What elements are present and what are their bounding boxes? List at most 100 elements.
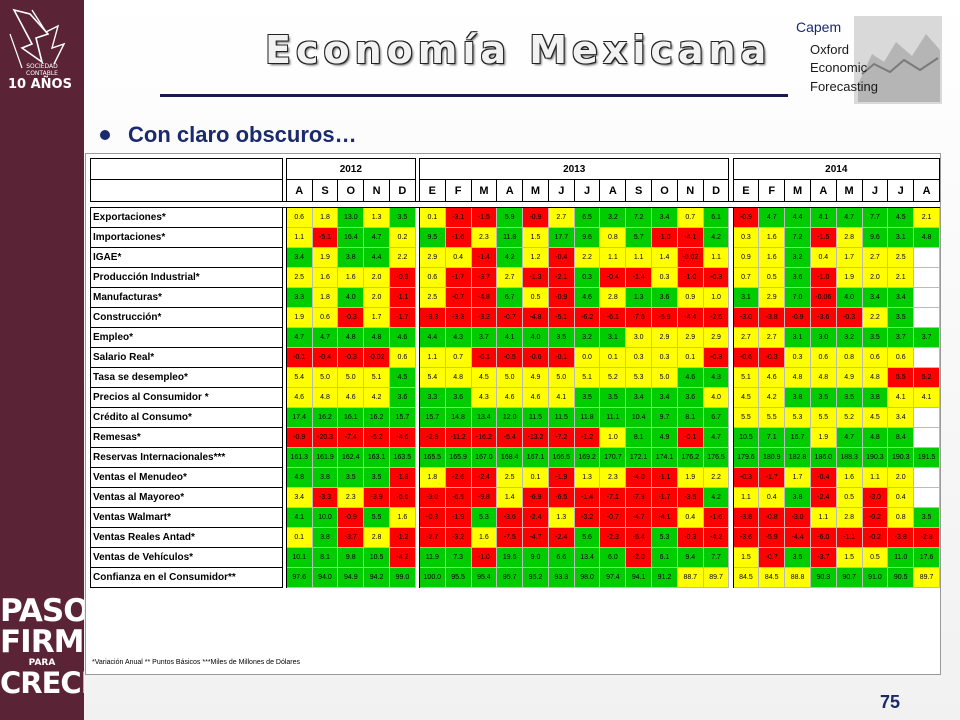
value-cell: 4.6 [573, 287, 601, 308]
value-cell: 5.5 [887, 367, 915, 388]
value-cell: 3.8 [311, 467, 339, 488]
value-cell: 4.5 [388, 367, 416, 388]
value-cell: -4.0 [625, 467, 653, 488]
month-header: A [599, 179, 627, 202]
row-label: Ventas Reales Antad* [90, 527, 283, 548]
value-cell: 15.7 [418, 407, 446, 428]
row-label: Salario Real* [90, 347, 283, 368]
value-cell: 5.3 [625, 367, 653, 388]
value-cell: -1.5 [809, 227, 837, 248]
value-cell: -0.1 [470, 347, 498, 368]
value-cell [913, 487, 940, 508]
logo-line-2: CONTABLE [26, 70, 58, 77]
value-cell: -3.2 [573, 507, 601, 528]
value-cell: 3.8 [337, 247, 365, 268]
column-gap [728, 507, 734, 528]
value-cell: -1.1 [835, 527, 863, 548]
column-gap [728, 179, 734, 202]
value-cell: 4.5 [861, 407, 889, 428]
value-cell: 3.8 [784, 487, 811, 508]
year-header: 2013 [418, 158, 730, 180]
value-cell: 2.0 [861, 267, 889, 288]
value-cell: 6.5 [573, 207, 601, 228]
value-cell: 4.5 [470, 367, 498, 388]
month-header: S [625, 179, 653, 202]
value-cell: -7.1 [599, 487, 627, 508]
value-cell: 172.1 [625, 447, 653, 468]
value-cell: 4.2 [496, 247, 524, 268]
value-cell: 0.5 [522, 287, 549, 308]
value-cell: 95.4 [470, 567, 498, 588]
value-cell: 190.3 [887, 447, 915, 468]
value-cell: 1.9 [676, 467, 704, 488]
value-cell: -0.6 [732, 347, 760, 368]
value-cell: 3.6 [784, 267, 811, 288]
value-cell: -0.4 [599, 267, 627, 288]
column-gap [281, 387, 287, 408]
value-cell: -5.9 [758, 527, 786, 548]
value-cell: -2.4 [809, 487, 837, 508]
value-cell: 16.7 [784, 427, 811, 448]
value-cell: -20.3 [311, 427, 339, 448]
value-cell: -0.02 [676, 247, 704, 268]
value-cell: 0.3 [625, 347, 653, 368]
value-cell: 4.6 [676, 367, 704, 388]
value-cell: -1.7 [758, 467, 786, 488]
column-gap [414, 487, 420, 508]
value-cell: 4.3 [444, 327, 472, 348]
column-gap [728, 387, 734, 408]
value-cell: 188.3 [835, 447, 863, 468]
value-cell: 95.5 [444, 567, 472, 588]
value-cell: 3.3 [418, 387, 446, 408]
row-label: Reservas Internacionales*** [90, 447, 283, 468]
table-row: Salario Real* -0.1 -0.4 -0.3 -0.02 0.6 1.1 0.7-… [90, 347, 940, 368]
table-row: Producción Industrial* 2.5 1.6 1.6 2.0 -0.9 0.… [90, 267, 940, 288]
value-cell: -3.6 [732, 527, 760, 548]
month-header: N [363, 179, 390, 202]
value-cell: 1.6 [758, 227, 786, 248]
value-cell: 1.1 [599, 247, 627, 268]
value-cell: 9.6 [861, 227, 889, 248]
value-cell: 1.3 [573, 467, 601, 488]
value-cell: -2.6 [444, 467, 472, 488]
value-cell: 6.7 [496, 287, 524, 308]
value-cell: 100.0 [418, 567, 446, 588]
value-cell: -0.7 [599, 507, 627, 528]
value-cell: 2.2 [388, 247, 416, 268]
value-cell: 0.9 [676, 287, 704, 308]
value-cell: 6.0 [599, 547, 627, 568]
value-cell: 2.7 [496, 267, 524, 288]
value-cell: 2.2 [702, 467, 730, 488]
value-cell: -1.1 [388, 287, 416, 308]
value-cell: 4.7 [835, 207, 863, 228]
column-gap [414, 158, 420, 180]
value-cell: 2.9 [676, 327, 704, 348]
value-cell [913, 407, 940, 428]
value-cell: 3.5 [861, 327, 889, 348]
value-cell: -2.4 [522, 507, 549, 528]
value-cell: 3.1 [784, 327, 811, 348]
row-label: Construcción* [90, 307, 283, 328]
value-cell: 0.4 [676, 507, 704, 528]
value-cell: 4.8 [337, 327, 365, 348]
value-cell: -1.6 [444, 227, 472, 248]
value-cell: 2.1 [913, 207, 940, 228]
value-cell: -3.8 [758, 307, 786, 328]
value-cell: 6.7 [702, 407, 730, 428]
value-cell: 98.0 [573, 567, 601, 588]
value-cell: 3.7 [887, 327, 915, 348]
value-cell: 1.9 [835, 267, 863, 288]
value-cell: 7.2 [784, 227, 811, 248]
value-cell: 13.0 [337, 207, 365, 228]
value-cell: -3.6 [809, 307, 837, 328]
value-cell: 1.5 [522, 227, 549, 248]
brand-line-3: PARA [28, 658, 56, 668]
month-header: M [522, 179, 549, 202]
value-cell: 4.2 [758, 387, 786, 408]
month-header: A [285, 179, 313, 202]
column-gap [281, 447, 287, 468]
column-gap [281, 327, 287, 348]
table-row: Tasa se desempleo* 5.4 5.0 5.0 5.1 4.5 5.4 4.8 4… [90, 367, 940, 388]
value-cell: 3.1 [732, 287, 760, 308]
value-cell: 3.5 [573, 387, 601, 408]
